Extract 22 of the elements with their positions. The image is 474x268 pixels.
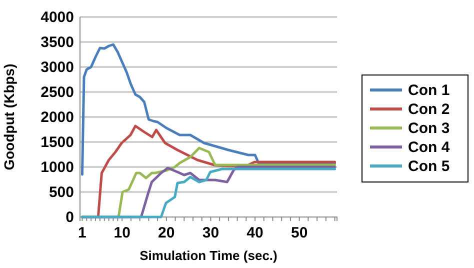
x-tick-label: 1 [78,224,86,242]
y-tick-label: 3000 [40,58,74,76]
legend-label: Con 1 [408,82,450,99]
y-tick-label: 1000 [40,158,74,176]
y-tick-label: 4000 [40,8,74,26]
x-tick-label: 10 [114,224,130,242]
legend-label: Con 4 [408,139,450,156]
y-tick-label: 0 [66,208,74,226]
legend-label: Con 5 [408,158,450,175]
legend-label: Con 3 [408,120,450,137]
y-tick-label: 2000 [40,108,74,126]
y-tick-label: 2500 [40,84,74,101]
x-tick-label: 40 [246,224,264,242]
x-axis-title: Simulation Time (sec.) [140,248,278,263]
y-axis-title: Goodput (Kbps) [1,64,17,170]
x-tick-label: 20 [158,224,175,242]
y-tick-label: 1500 [40,134,74,151]
x-tick-label: 30 [202,224,220,242]
legend-label: Con 2 [408,101,450,118]
y-tick-label: 500 [48,184,74,201]
y-tick-label: 3500 [40,34,74,51]
x-tick-label: 50 [290,224,308,242]
